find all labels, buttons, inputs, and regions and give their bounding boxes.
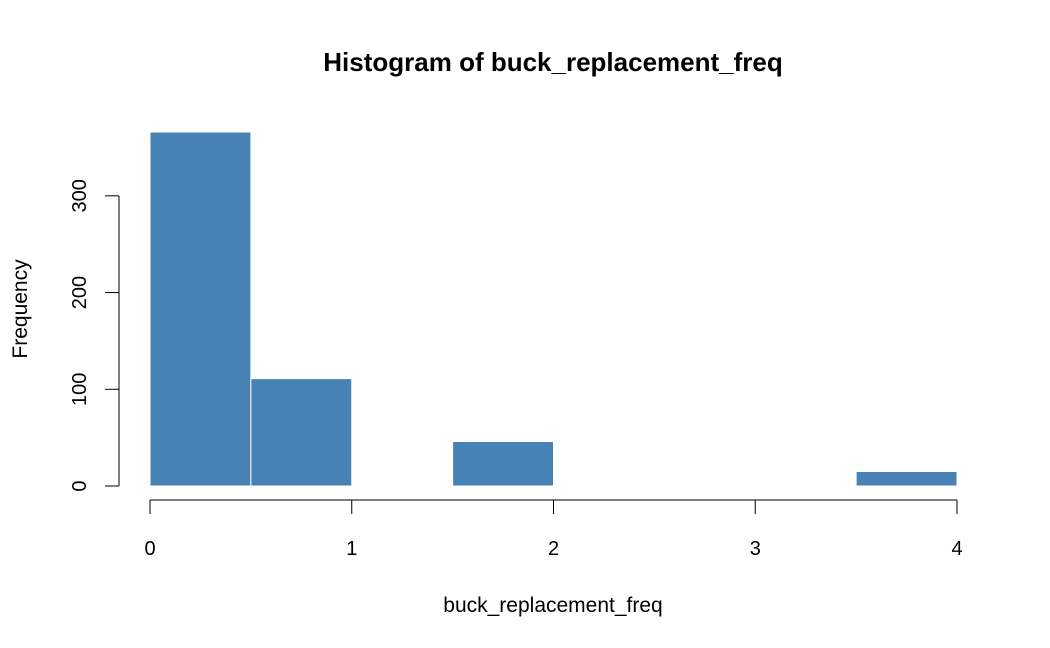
x-axis: 0 1 2 3 4 [144, 499, 963, 560]
x-tick-label: 4 [951, 538, 962, 560]
histogram-bar [855, 470, 958, 487]
x-tick-label: 1 [346, 538, 357, 560]
histogram-bar [149, 131, 252, 487]
x-axis-label: buck_replacement_freq [443, 594, 662, 617]
y-axis: 0 100 200 300 [69, 179, 120, 492]
y-axis-label: Frequency [9, 259, 32, 359]
y-tick-label: 0 [69, 480, 91, 491]
y-tick-label: 200 [69, 276, 91, 309]
histogram-bar [250, 378, 353, 487]
y-tick-label: 100 [69, 373, 91, 406]
x-tick-label: 2 [548, 538, 559, 560]
histogram-bar [452, 441, 554, 487]
y-tick-label: 300 [69, 179, 91, 212]
chart-title: Histogram of buck_replacement_freq [323, 47, 782, 77]
x-tick-label: 0 [144, 538, 155, 560]
bars-group [149, 131, 958, 487]
x-tick-label: 3 [750, 538, 761, 560]
